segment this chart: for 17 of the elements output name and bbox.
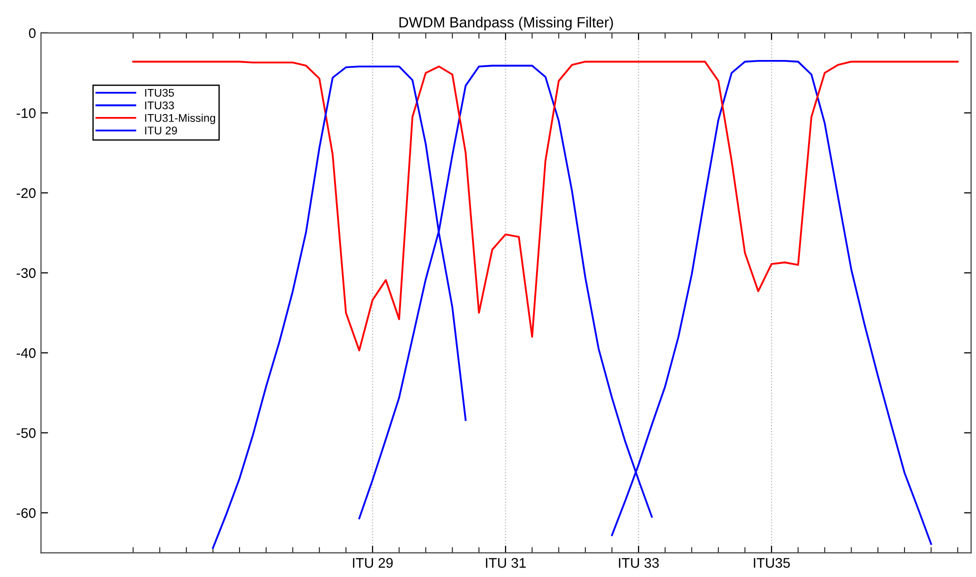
chart-title: DWDM Bandpass (Missing Filter): [399, 16, 613, 30]
legend-label: ITU31-Missing: [145, 114, 216, 124]
y-tick-label: -60: [16, 508, 36, 518]
x-tick-label: ITU 29: [352, 558, 393, 568]
y-tick-label: -40: [16, 348, 36, 358]
x-tick-label: ITU 31: [486, 558, 526, 568]
x-tick-label: ITU35: [754, 558, 790, 568]
line-series: [132, 60, 959, 352]
legend-label: ITU33: [145, 101, 174, 110]
legend-label: ITU35: [145, 88, 174, 97]
y-tick-label: -50: [16, 428, 36, 438]
y-tick-label: -30: [16, 268, 36, 278]
y-tick-label: 0: [28, 28, 36, 38]
x-tick-label: ITU 33: [618, 558, 659, 568]
y-tick-label: -20: [16, 188, 36, 198]
y-tick-label: -10: [16, 108, 36, 118]
legend-label: ITU 29: [145, 126, 177, 134]
